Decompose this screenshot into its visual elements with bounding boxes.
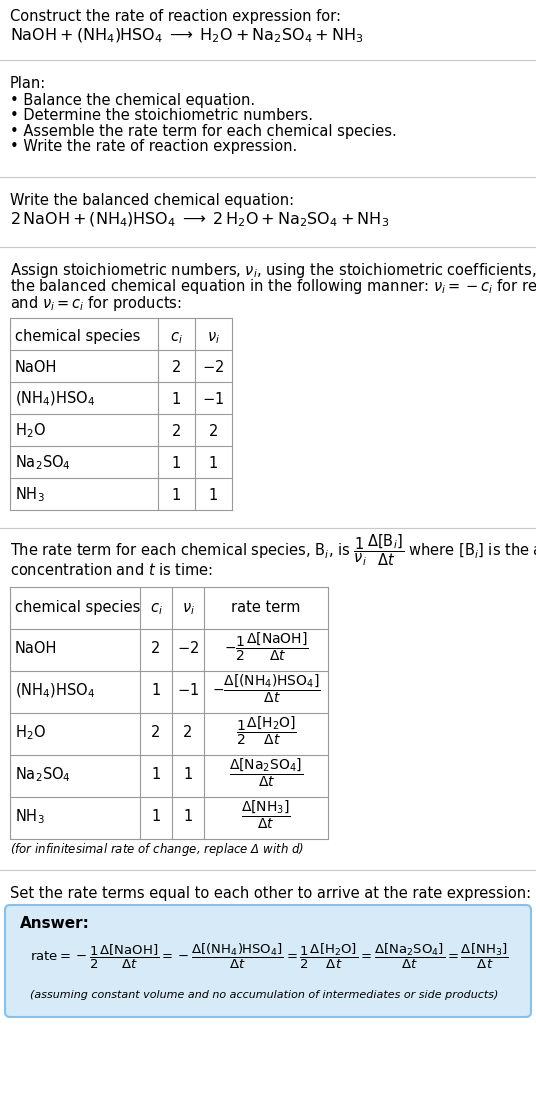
Text: $-1$: $-1$ <box>177 682 199 698</box>
Text: 1: 1 <box>151 809 161 825</box>
Text: $\mathrm{Na_2SO_4}$: $\mathrm{Na_2SO_4}$ <box>15 453 71 472</box>
Text: Write the balanced chemical equation:: Write the balanced chemical equation: <box>10 193 294 208</box>
Text: $\mathrm{Na_2SO_4}$: $\mathrm{Na_2SO_4}$ <box>15 765 71 784</box>
Text: Set the rate terms equal to each other to arrive at the rate expression:: Set the rate terms equal to each other t… <box>10 886 531 901</box>
Text: and $\nu_i = c_i$ for products:: and $\nu_i = c_i$ for products: <box>10 294 182 313</box>
Text: $\nu_i$: $\nu_i$ <box>207 330 220 346</box>
Text: $\mathrm{NH_3}$: $\mathrm{NH_3}$ <box>15 485 44 504</box>
Text: $c_i$: $c_i$ <box>170 330 183 346</box>
Text: $\dfrac{1}{2}\dfrac{\Delta[\mathrm{H_2O}]}{\Delta t}$: $\dfrac{1}{2}\dfrac{\Delta[\mathrm{H_2O}… <box>235 715 296 747</box>
Text: 1: 1 <box>209 456 218 471</box>
Text: 1: 1 <box>172 488 181 503</box>
Text: 1: 1 <box>172 456 181 471</box>
Text: • Assemble the rate term for each chemical species.: • Assemble the rate term for each chemic… <box>10 124 397 139</box>
Text: 2: 2 <box>209 424 218 439</box>
Text: $\dfrac{\Delta[\mathrm{NH_3}]}{\Delta t}$: $\dfrac{\Delta[\mathrm{NH_3}]}{\Delta t}… <box>241 798 291 831</box>
Text: chemical species: chemical species <box>15 601 140 615</box>
FancyBboxPatch shape <box>5 905 531 1017</box>
Text: • Determine the stoichiometric numbers.: • Determine the stoichiometric numbers. <box>10 109 313 123</box>
Text: 2: 2 <box>151 641 161 657</box>
Text: $(\mathrm{NH_4})\mathrm{HSO_4}$: $(\mathrm{NH_4})\mathrm{HSO_4}$ <box>15 390 95 408</box>
Text: Assign stoichiometric numbers, $\nu_i$, using the stoichiometric coefficients, $: Assign stoichiometric numbers, $\nu_i$, … <box>10 261 536 280</box>
Text: $-\dfrac{1}{2}\dfrac{\Delta[\mathrm{NaOH}]}{\Delta t}$: $-\dfrac{1}{2}\dfrac{\Delta[\mathrm{NaOH… <box>224 630 308 663</box>
Text: 2: 2 <box>151 726 161 740</box>
Text: NaOH: NaOH <box>15 360 57 374</box>
Text: • Balance the chemical equation.: • Balance the chemical equation. <box>10 93 255 108</box>
Text: 1: 1 <box>209 488 218 503</box>
Text: The rate term for each chemical species, $\mathrm{B}_i$, is $\dfrac{1}{\nu_i}\df: The rate term for each chemical species,… <box>10 533 536 569</box>
Text: rate term: rate term <box>232 601 301 615</box>
Text: $-2$: $-2$ <box>203 359 225 374</box>
Text: $\mathrm{H_2O}$: $\mathrm{H_2O}$ <box>15 724 46 742</box>
Text: 1: 1 <box>183 809 192 825</box>
Text: $-1$: $-1$ <box>203 391 225 406</box>
Text: concentration and $t$ is time:: concentration and $t$ is time: <box>10 562 213 578</box>
Text: $\mathrm{NaOH + (NH_4)HSO_4 \;\longrightarrow\; H_2O + Na_2SO_4 + NH_3}$: $\mathrm{NaOH + (NH_4)HSO_4 \;\longright… <box>10 26 363 45</box>
Text: 1: 1 <box>151 683 161 698</box>
Text: $\nu_i$: $\nu_i$ <box>182 602 195 617</box>
Text: Plan:: Plan: <box>10 77 46 91</box>
Text: $\dfrac{\Delta[\mathrm{Na_2SO_4}]}{\Delta t}$: $\dfrac{\Delta[\mathrm{Na_2SO_4}]}{\Delt… <box>229 757 303 789</box>
Text: chemical species: chemical species <box>15 329 140 344</box>
Text: $c_i$: $c_i$ <box>150 602 162 617</box>
Text: the balanced chemical equation in the following manner: $\nu_i = -c_i$ for react: the balanced chemical equation in the fo… <box>10 278 536 296</box>
Text: $\mathrm{H_2O}$: $\mathrm{H_2O}$ <box>15 422 46 440</box>
Text: 2: 2 <box>172 424 181 439</box>
Text: NaOH: NaOH <box>15 641 57 657</box>
Text: Answer:: Answer: <box>20 916 90 931</box>
Text: Construct the rate of reaction expression for:: Construct the rate of reaction expressio… <box>10 9 341 23</box>
Text: 1: 1 <box>183 768 192 783</box>
Text: (for infinitesimal rate of change, replace Δ with $d$): (for infinitesimal rate of change, repla… <box>10 841 304 859</box>
Text: $\mathrm{2\,NaOH + (NH_4)HSO_4 \;\longrightarrow\; 2\,H_2O + Na_2SO_4 + NH_3}$: $\mathrm{2\,NaOH + (NH_4)HSO_4 \;\longri… <box>10 211 389 229</box>
Text: $\mathrm{rate} = -\dfrac{1}{2}\dfrac{\Delta[\mathrm{NaOH}]}{\Delta t} = -\dfrac{: $\mathrm{rate} = -\dfrac{1}{2}\dfrac{\De… <box>30 942 509 972</box>
Text: $-\dfrac{\Delta[\mathrm{(NH_4)HSO_4}]}{\Delta t}$: $-\dfrac{\Delta[\mathrm{(NH_4)HSO_4}]}{\… <box>212 673 320 705</box>
Text: 2: 2 <box>183 726 192 740</box>
Text: $(\mathrm{NH_4})\mathrm{HSO_4}$: $(\mathrm{NH_4})\mathrm{HSO_4}$ <box>15 682 95 701</box>
Text: 1: 1 <box>151 768 161 783</box>
Text: 2: 2 <box>172 360 181 374</box>
Text: $\mathrm{NH_3}$: $\mathrm{NH_3}$ <box>15 807 44 826</box>
Text: (assuming constant volume and no accumulation of intermediates or side products): (assuming constant volume and no accumul… <box>30 990 498 1000</box>
Text: 1: 1 <box>172 392 181 406</box>
Text: $-2$: $-2$ <box>177 640 199 657</box>
Text: • Write the rate of reaction expression.: • Write the rate of reaction expression. <box>10 139 297 155</box>
